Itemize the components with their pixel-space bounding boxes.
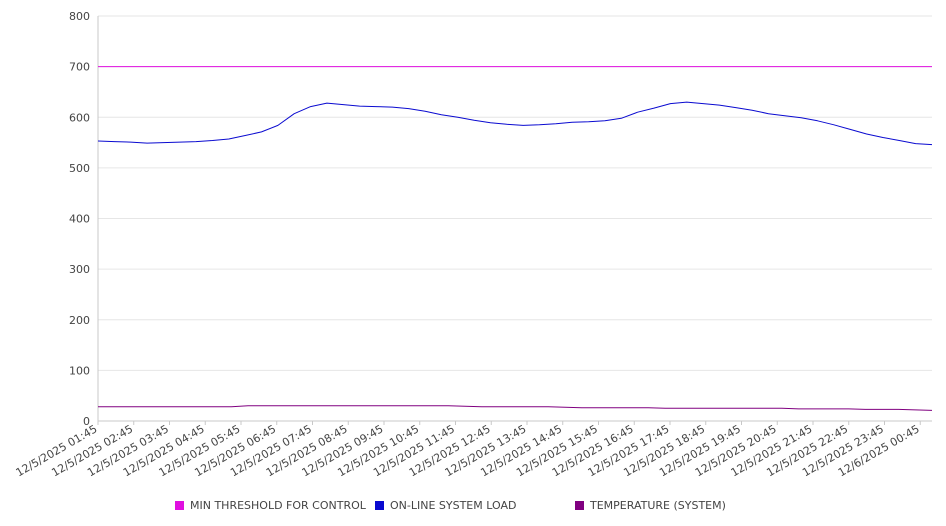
grid-lines — [98, 15, 932, 371]
y-tick-label: 300 — [69, 263, 90, 276]
legend-label-temperature: TEMPERATURE (SYSTEM) — [590, 499, 726, 512]
legend-label-system-load: ON-LINE SYSTEM LOAD — [390, 499, 517, 512]
chart-legend: MIN THRESHOLD FOR CONTROL ON-LINE SYSTEM… — [0, 496, 946, 516]
y-tick-label: 400 — [69, 213, 90, 226]
y-tick-label: 200 — [69, 314, 90, 327]
legend-label-min-threshold: MIN THRESHOLD FOR CONTROL — [190, 499, 366, 512]
y-tick-label: 0 — [83, 415, 90, 428]
y-tick-labels: 0 100 200 300 400 500 600 700 800 — [69, 10, 90, 428]
axes — [97, 16, 932, 425]
legend-swatch-min-threshold — [175, 501, 184, 510]
y-tick-label: 100 — [69, 364, 90, 377]
y-tick-label: 700 — [69, 61, 90, 74]
line-chart: 0 100 200 300 400 500 600 700 800 12/5/2025 01:4… — [14, 10, 933, 479]
series-lines — [97, 66, 933, 411]
series-line-load — [97, 101, 933, 146]
y-tick-label: 500 — [69, 162, 90, 175]
y-tick-label: 800 — [69, 10, 90, 23]
y-tick-label: 600 — [69, 111, 90, 124]
legend-swatch-temperature — [575, 501, 584, 510]
legend-swatch-system-load — [375, 501, 384, 510]
series-line-temperature — [98, 405, 933, 411]
legend-item-min-threshold[interactable]: MIN THRESHOLD FOR CONTROL — [175, 499, 366, 512]
legend-item-temperature[interactable]: TEMPERATURE (SYSTEM) — [575, 499, 726, 512]
legend-item-system-load[interactable]: ON-LINE SYSTEM LOAD — [375, 499, 516, 512]
